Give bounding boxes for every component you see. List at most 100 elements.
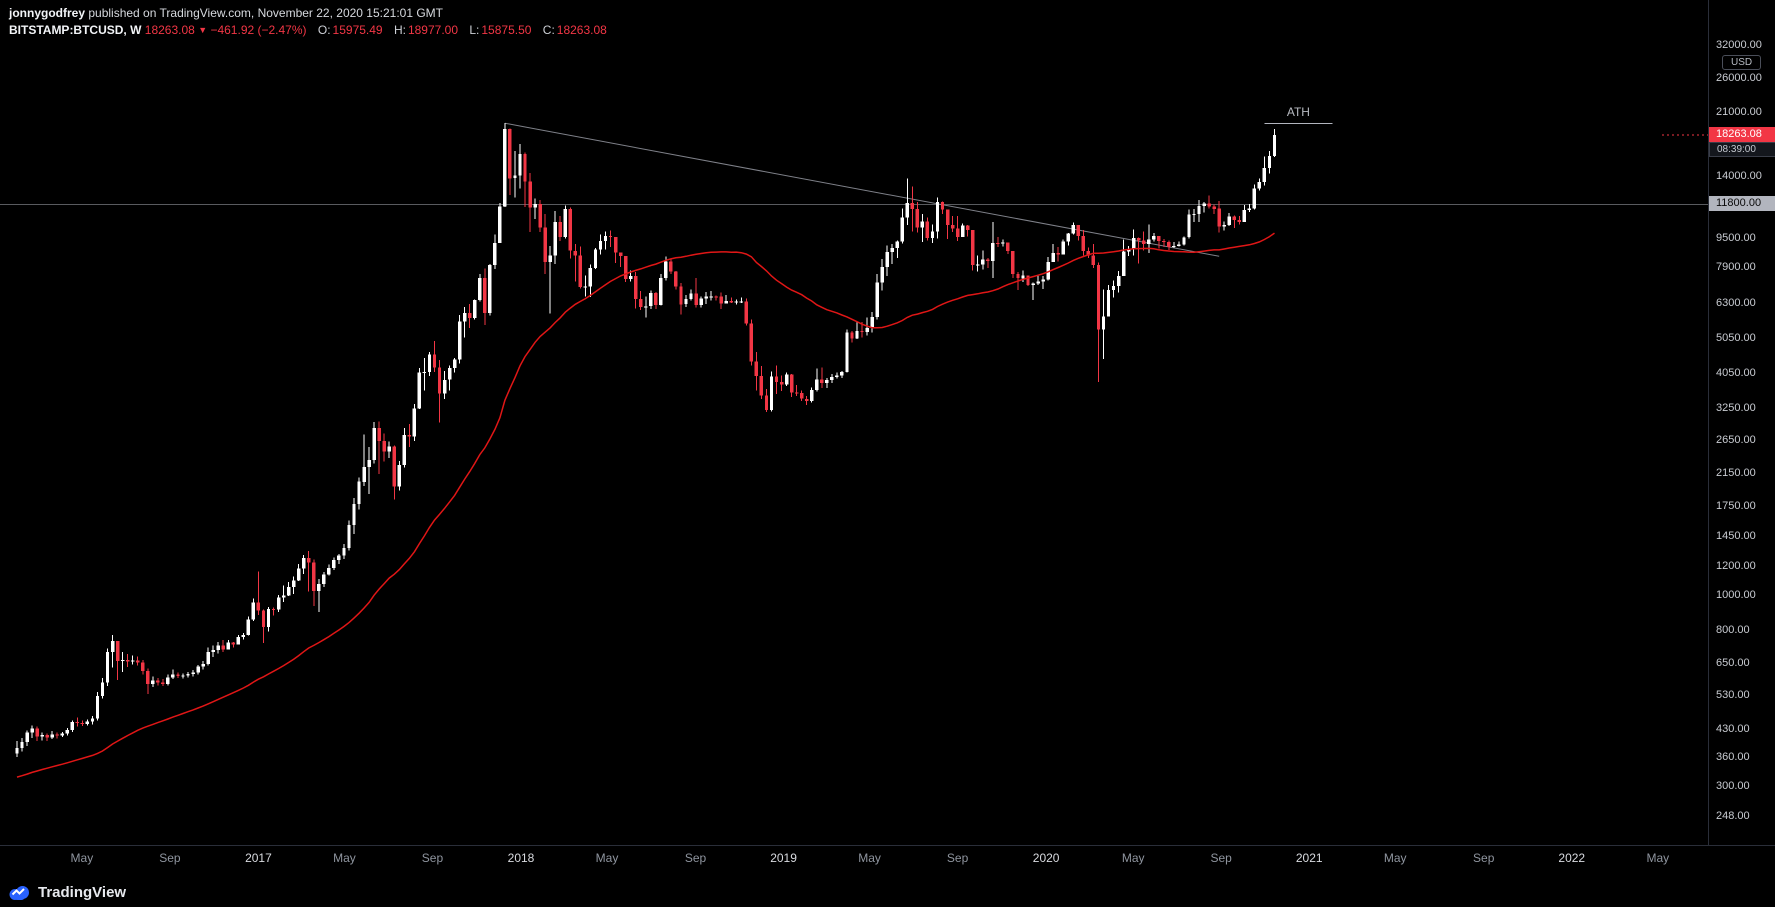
- candle-body: [1207, 203, 1211, 207]
- candle-body: [417, 372, 422, 409]
- candle-body: [241, 635, 246, 637]
- candle-body: [966, 225, 970, 230]
- candle-body: [126, 659, 130, 662]
- candle-body: [659, 277, 663, 305]
- price-tick-label: 1000.00: [1716, 588, 1756, 601]
- candle-body: [307, 558, 311, 563]
- publish-text: published on TradingView.com, November 2…: [85, 6, 444, 20]
- candle-body: [115, 641, 120, 662]
- candle-body: [719, 296, 723, 304]
- price-tick-label: 4050.00: [1716, 366, 1756, 379]
- candle-body: [1096, 264, 1101, 330]
- candle-body: [1132, 237, 1136, 249]
- candlestick-series: [15, 123, 1277, 757]
- candle-body: [880, 266, 884, 283]
- candle-body: [251, 602, 256, 620]
- candle-body: [256, 602, 261, 611]
- candle-body: [1137, 237, 1141, 241]
- tradingview-logo[interactable]: TradingView: [9, 884, 126, 901]
- candle-body: [216, 645, 220, 650]
- candle-body: [191, 672, 195, 674]
- open-label: O:: [317, 23, 331, 37]
- candle-body: [1011, 251, 1015, 274]
- candle-body: [1051, 253, 1055, 262]
- candle-body: [1061, 241, 1065, 255]
- price-tick-label: 248.00: [1716, 809, 1750, 822]
- candle-body: [100, 682, 105, 696]
- candle-body: [800, 392, 804, 399]
- candle-body: [493, 242, 497, 265]
- candle-body: [1026, 275, 1030, 285]
- time-tick-label: May: [333, 851, 356, 865]
- candle-body: [915, 209, 920, 228]
- candle-body: [1202, 203, 1206, 206]
- candle-body: [654, 293, 658, 305]
- candle-body: [1041, 279, 1045, 282]
- candle-body: [779, 381, 784, 385]
- candle-body: [40, 734, 44, 737]
- candle-body: [649, 293, 653, 307]
- candle-body: [1267, 156, 1272, 169]
- candle-body: [664, 261, 668, 278]
- price-tick-label: 7900.00: [1716, 260, 1756, 273]
- price-axis[interactable]: USD 18263.08 08:39:00 11800.00 32000.00 2…: [1708, 0, 1775, 845]
- candle-body: [95, 695, 100, 719]
- candle-body: [226, 642, 230, 650]
- candle-body: [382, 441, 386, 452]
- candle-body: [991, 243, 995, 262]
- price-tick-label: 5050.00: [1716, 331, 1756, 344]
- candle-body: [865, 327, 869, 333]
- candle-body: [196, 666, 200, 673]
- publish-info-bar: jonnygodfrey published on TradingView.co…: [9, 6, 443, 20]
- ath-annotation-label[interactable]: ATH: [1286, 105, 1310, 120]
- candle-body: [483, 278, 487, 313]
- candle-body: [1031, 283, 1035, 285]
- candle-body: [337, 555, 341, 561]
- candle-body: [870, 317, 874, 328]
- candle-body: [825, 379, 829, 384]
- candle-body: [327, 567, 331, 575]
- descending-trendline[interactable]: [504, 122, 1220, 257]
- low-label: L:: [469, 23, 480, 37]
- candle-body: [930, 231, 935, 239]
- candle-body: [629, 276, 633, 280]
- time-axis[interactable]: May Sep 2017 May Sep 2018 May Sep 2019 May Sep 2020…: [0, 845, 1775, 873]
- chart-canvas[interactable]: [0, 0, 1708, 845]
- ma-50-line[interactable]: [16, 232, 1275, 778]
- candle-body: [508, 129, 512, 179]
- candle-body: [281, 595, 286, 598]
- close-label: C:: [542, 23, 555, 37]
- candle-body: [1272, 135, 1277, 157]
- candle-body: [146, 671, 150, 684]
- candle-body: [774, 376, 779, 382]
- candle-body: [80, 722, 85, 724]
- candle-body: [795, 392, 799, 394]
- candle-body: [322, 574, 326, 584]
- candle-body: [120, 659, 125, 662]
- candle-body: [603, 236, 608, 242]
- time-tick-label: Sep: [684, 851, 707, 865]
- candle-body: [513, 175, 517, 179]
- candle-body: [342, 547, 346, 556]
- candle-body: [70, 722, 74, 730]
- candle-body: [317, 583, 321, 591]
- candle-body: [986, 259, 990, 262]
- candle-body: [895, 241, 899, 248]
- candle-body: [764, 395, 769, 411]
- candle-body: [1046, 262, 1050, 280]
- currency-toggle-button[interactable]: USD: [1722, 55, 1762, 70]
- candle-body: [593, 249, 598, 268]
- candle-body: [1152, 236, 1156, 240]
- candle-body: [805, 398, 809, 402]
- candle-body: [568, 209, 572, 251]
- time-tick-label: Sep: [159, 851, 181, 865]
- candle-body: [815, 379, 819, 390]
- candle-body: [518, 154, 522, 176]
- candle-body: [50, 734, 54, 738]
- time-tick-label: 2017: [245, 851, 272, 865]
- candle-body: [266, 608, 271, 627]
- candle-body: [754, 361, 759, 376]
- candle-body: [432, 354, 437, 368]
- candle-body: [1192, 213, 1196, 215]
